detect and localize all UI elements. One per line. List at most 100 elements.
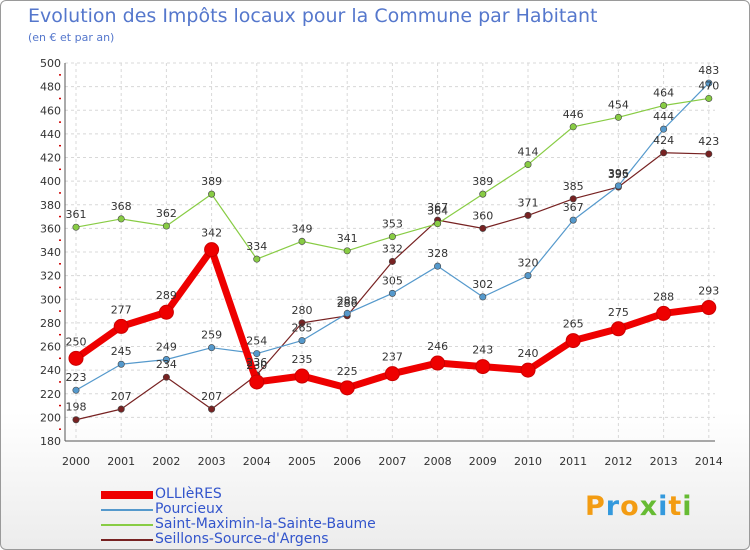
y-tick-label: 240 xyxy=(40,364,61,377)
data-label: 280 xyxy=(292,304,313,317)
data-label: 243 xyxy=(472,344,493,357)
data-label: 225 xyxy=(337,365,358,378)
data-label: 277 xyxy=(111,303,132,316)
x-tick-label: 2011 xyxy=(559,455,587,468)
data-point xyxy=(701,300,717,316)
logo-letter: o xyxy=(620,491,640,522)
data-point xyxy=(72,386,80,394)
data-point xyxy=(249,374,265,390)
data-point xyxy=(388,257,396,265)
y-tick-label: 420 xyxy=(40,152,61,165)
data-label: 414 xyxy=(518,146,539,159)
x-tick-label: 2007 xyxy=(378,455,406,468)
logo-letter: i xyxy=(658,491,669,522)
data-label: 454 xyxy=(608,98,629,111)
logo-letter: P xyxy=(585,491,606,522)
logo-letter: t xyxy=(668,491,683,522)
data-label: 349 xyxy=(292,222,313,235)
data-label: 464 xyxy=(653,87,674,100)
data-point xyxy=(569,216,577,224)
data-label: 249 xyxy=(156,340,177,353)
data-label: 223 xyxy=(66,371,87,384)
x-tick-label: 2001 xyxy=(107,455,135,468)
data-label: 328 xyxy=(427,247,448,260)
data-label: 275 xyxy=(608,306,629,319)
data-label: 367 xyxy=(427,201,448,214)
data-point xyxy=(253,255,261,263)
data-label: 395 xyxy=(608,168,629,181)
data-point xyxy=(705,79,713,87)
x-tick-label: 2003 xyxy=(198,455,226,468)
legend-swatch xyxy=(101,539,153,541)
y-tick-label: 360 xyxy=(40,222,61,235)
data-point xyxy=(162,222,170,230)
data-point xyxy=(384,366,400,382)
data-point xyxy=(614,182,622,190)
y-tick-label: 380 xyxy=(40,199,61,212)
y-tick-label: 440 xyxy=(40,128,61,141)
data-label: 364 xyxy=(427,205,448,218)
data-label: 198 xyxy=(66,401,87,414)
data-point xyxy=(479,293,487,301)
data-label: 368 xyxy=(111,200,132,213)
data-point xyxy=(72,416,80,424)
data-point xyxy=(660,125,668,133)
data-label: 444 xyxy=(653,110,674,123)
data-label: 362 xyxy=(156,207,177,220)
data-point xyxy=(656,305,672,321)
data-label: 305 xyxy=(382,274,403,287)
data-point xyxy=(113,318,129,334)
legend-label: Seillons-Source-d'Argens xyxy=(155,531,329,547)
data-point xyxy=(117,215,125,223)
data-point xyxy=(524,211,532,219)
data-point xyxy=(162,355,170,363)
data-label: 286 xyxy=(337,297,358,310)
legend-swatch xyxy=(101,491,153,499)
data-point xyxy=(434,262,442,270)
data-point xyxy=(298,237,306,245)
logo-letter: x xyxy=(639,491,659,522)
data-point xyxy=(565,333,581,349)
data-label: 342 xyxy=(201,227,222,240)
data-point xyxy=(68,350,84,366)
data-point xyxy=(208,190,216,198)
data-point xyxy=(660,149,668,157)
data-point xyxy=(434,220,442,228)
data-label: 389 xyxy=(201,175,222,188)
data-label: 334 xyxy=(246,240,267,253)
data-point xyxy=(158,304,174,320)
logo-letter: i xyxy=(682,491,693,522)
x-tick-label: 2000 xyxy=(62,455,90,468)
data-point xyxy=(610,321,626,337)
y-tick-label: 260 xyxy=(40,341,61,354)
data-label: 237 xyxy=(382,351,403,364)
data-label: 396 xyxy=(608,167,629,180)
data-point xyxy=(117,360,125,368)
data-label: 246 xyxy=(427,340,448,353)
data-point xyxy=(614,113,622,121)
data-point xyxy=(479,190,487,198)
x-tick-label: 2013 xyxy=(650,455,678,468)
data-label: 236 xyxy=(246,356,267,369)
proxiti-logo: Proxiti xyxy=(585,491,693,522)
data-label: 332 xyxy=(382,242,403,255)
data-label: 265 xyxy=(292,322,313,335)
data-point xyxy=(339,380,355,396)
data-point xyxy=(569,195,577,203)
data-point xyxy=(298,319,306,327)
data-point xyxy=(298,337,306,345)
y-tick-label: 400 xyxy=(40,175,61,188)
data-point xyxy=(343,309,351,317)
legend-label: Pourcieux xyxy=(155,501,224,517)
data-label: 250 xyxy=(66,335,87,348)
y-tick-label: 180 xyxy=(40,435,61,448)
x-tick-label: 2002 xyxy=(152,455,180,468)
y-tick-label: 460 xyxy=(40,104,61,117)
data-label: 424 xyxy=(653,134,674,147)
y-tick-label: 480 xyxy=(40,81,61,94)
data-point xyxy=(705,94,713,102)
data-label: 341 xyxy=(337,232,358,245)
data-point xyxy=(204,242,220,258)
